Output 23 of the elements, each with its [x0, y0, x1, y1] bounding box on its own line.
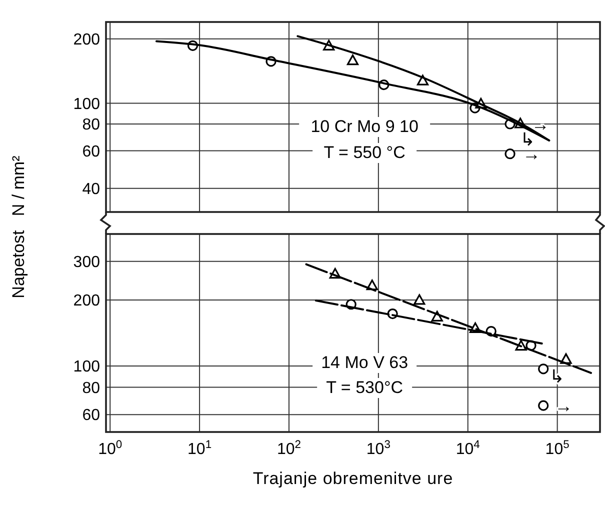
annotation: T = 530°C	[326, 378, 404, 397]
y-axis-title: Napetost N / mm²	[9, 155, 28, 298]
y-tick-label: 100	[73, 96, 100, 113]
y-tick-label: 100	[73, 358, 100, 376]
x-tick-label: 10$^{4}$	[456, 439, 480, 458]
x-tick-label: 10$^{3}$	[366, 439, 390, 458]
x-axis-title: Trajanje obremenitve ure	[252, 469, 454, 488]
y-tick-label: 40	[82, 180, 100, 198]
annotation: →	[554, 396, 573, 416]
x-tick-label: 10$^{2}$	[276, 439, 301, 458]
x-tick-label: 10$^{1}$	[188, 439, 212, 458]
y-tick-label: 300	[73, 254, 100, 271]
y-tick-label: 200	[73, 32, 100, 49]
x-tick-label: 10$^{5}$	[545, 439, 570, 458]
annotation: T = 550 °C	[324, 143, 406, 162]
y-tick-label: 80	[82, 116, 100, 134]
x-tick-label: 10$^{0}$	[98, 439, 122, 458]
y-tick-label: 200	[73, 292, 100, 310]
annotation: 10 Cr Mo 9 10	[310, 117, 418, 136]
y-tick-label: 80	[82, 380, 100, 397]
y-tick-label: 60	[82, 143, 100, 160]
annotation: 14 Mo V 63	[321, 353, 408, 372]
y-tick-label: 60	[82, 407, 100, 424]
